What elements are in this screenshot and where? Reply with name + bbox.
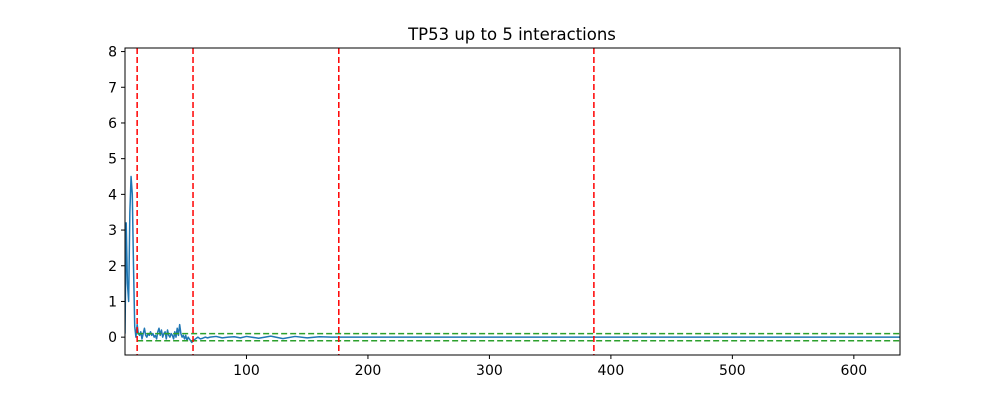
x-tick-label-600: 600	[840, 363, 867, 379]
y-tick-label-2: 2	[108, 259, 117, 275]
x-tick-label-100: 100	[233, 363, 260, 379]
x-tick-label-200: 200	[355, 363, 382, 379]
y-tick-label-7: 7	[108, 80, 117, 96]
y-tick-label-3: 3	[108, 223, 117, 239]
plot-frame	[124, 47, 901, 356]
y-tick-label-1: 1	[108, 294, 117, 310]
y-tick-label-4: 4	[108, 187, 117, 203]
y-tick-label-5: 5	[108, 152, 117, 168]
x-tick-label-500: 500	[719, 363, 746, 379]
x-tick-label-400: 400	[598, 363, 625, 379]
y-tick-label-8: 8	[108, 45, 117, 61]
y-tick-label-0: 0	[108, 330, 117, 346]
chart-title: TP53 up to 5 interactions	[407, 25, 616, 44]
series-line-0	[125, 175, 900, 344]
x-tick-label-300: 300	[476, 363, 503, 379]
y-tick-label-6: 6	[108, 116, 117, 132]
